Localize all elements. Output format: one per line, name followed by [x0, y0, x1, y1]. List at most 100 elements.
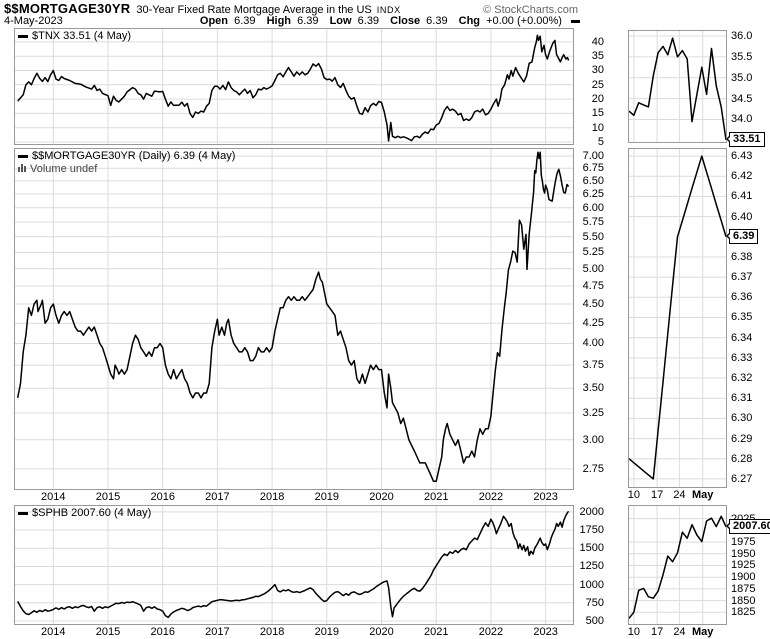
y-tick-label: 1250	[579, 560, 604, 573]
y-tick-label: 6.75	[582, 162, 604, 175]
chg-value: +0.00 (+0.00%)	[486, 15, 562, 27]
rmort-price-line	[629, 155, 726, 480]
y-tick-label: 1000	[579, 578, 604, 591]
y-tick-label: 6.32	[731, 372, 753, 385]
chart-date: 4-May-2023	[4, 15, 63, 27]
x-tick-label: 10	[627, 626, 640, 638]
y-tick-label: 4.75	[582, 279, 604, 292]
x-tick-label: 2018	[259, 491, 285, 503]
x-tick-label: 2021	[423, 491, 449, 503]
quote-row: 4-May-2023 Open 6.39 High 6.39 Low 6.39 …	[4, 15, 580, 27]
sphb-legend-text: $SPHB 2007.60 (4 May)	[32, 507, 152, 519]
rtnx-price-line	[629, 37, 726, 141]
price-callout: 6.39	[725, 228, 759, 244]
sphb-legend: $SPHB 2007.60 (4 May)	[18, 507, 151, 519]
low-label: Low	[329, 15, 352, 27]
y-tick-label: 6.30	[731, 412, 753, 425]
tnx-legend: $TNX 33.51 (4 May)	[18, 30, 131, 42]
mortgage-zoom-panel	[628, 148, 727, 488]
y-tick-label: 6.25	[582, 188, 604, 201]
exchange-label: INDX	[376, 5, 401, 15]
y-tick-label: 6.50	[582, 174, 604, 187]
y-tick-label: 5.25	[582, 246, 604, 259]
y-tick-label: 6.42	[731, 170, 753, 183]
mort-plot	[15, 149, 573, 489]
x-tick-label: 2020	[369, 626, 394, 638]
y-tick-label: 15	[591, 107, 604, 120]
volume-legend-text: Volume undef	[30, 163, 98, 175]
y-tick-label: 10	[591, 121, 604, 134]
tnx-legend-text: $TNX 33.51 (4 May)	[32, 30, 132, 42]
x-tick-label: 17	[651, 489, 664, 501]
x-tick-label: 2017	[205, 491, 230, 503]
chg-dash-icon	[571, 19, 580, 23]
high-label: High	[266, 15, 292, 27]
y-tick-label: 6.40	[731, 210, 753, 223]
rsphb-plot	[629, 506, 726, 624]
y-tick-label: 6.38	[731, 250, 753, 263]
x-tick-label: 2019	[314, 626, 340, 638]
volume-legend: Volume undef	[18, 163, 97, 175]
y-tick-label: 3.50	[582, 382, 604, 395]
x-tick-label: 2016	[150, 491, 175, 503]
x-tick-label: 2018	[259, 626, 285, 638]
y-tick-label: 2.75	[582, 462, 604, 475]
y-tick-label: 6.28	[731, 452, 753, 465]
x-tick-label: 2014	[41, 626, 66, 638]
legend-dash-icon	[18, 34, 28, 38]
y-tick-label: 6.34	[731, 331, 753, 344]
y-tick-label: 6.43	[731, 150, 753, 163]
y-tick-label: 30	[591, 64, 604, 77]
sphb-plot	[15, 506, 573, 624]
mort-price-line	[16, 151, 570, 483]
x-tick-label: 2015	[95, 491, 121, 503]
y-tick-label: 6.35	[731, 311, 753, 324]
y-tick-label: 1500	[579, 542, 604, 555]
mortgage-legend: $$MORTGAGE30YR (Daily) 6.39 (4 May)	[18, 150, 235, 162]
tnx-zoom-panel	[628, 30, 727, 143]
rmort-plot	[629, 149, 726, 487]
y-tick-label: 40	[591, 35, 604, 48]
mortgage-panel: $$MORTGAGE30YR (Daily) 6.39 (4 May) Volu…	[14, 148, 574, 490]
y-tick-label: 25	[591, 78, 604, 91]
y-tick-label: 6.41	[731, 190, 753, 203]
y-tick-label: 7.00	[582, 150, 604, 163]
y-tick-label: 35	[591, 50, 604, 63]
y-tick-label: 1950	[731, 547, 756, 560]
y-tick-label: 3.25	[582, 406, 604, 419]
x-tick-label: 2017	[205, 626, 230, 638]
tnx-plot	[15, 29, 573, 144]
y-tick-label: 6.33	[731, 351, 753, 364]
tnx-price-line	[17, 34, 570, 142]
y-tick-label: 1825	[731, 606, 756, 619]
y-tick-label: 6.36	[731, 291, 753, 304]
x-tick-label: May	[692, 626, 714, 638]
copyright: © StockCharts.com	[483, 4, 578, 16]
x-tick-label: 2014	[41, 491, 66, 503]
x-tick-label: 2021	[423, 626, 449, 638]
x-tick-label: 2022	[478, 626, 504, 638]
y-tick-label: 6.00	[582, 201, 604, 214]
close-label: Close	[390, 15, 421, 27]
y-tick-label: 1875	[731, 582, 756, 595]
price-callout: 33.51	[726, 131, 765, 147]
quote-values: Open 6.39 High 6.39 Low 6.39 Close 6.39 …	[192, 15, 580, 27]
y-tick-label: 4.00	[582, 337, 604, 350]
chart-title: 30-Year Fixed Rate Mortgage Average in t…	[136, 4, 372, 16]
x-tick-label: 24	[673, 489, 686, 501]
y-tick-label: 1925	[731, 559, 756, 572]
legend-dash-icon	[18, 511, 28, 515]
x-tick-label: 17	[651, 626, 664, 638]
y-tick-label: 34.0	[731, 113, 753, 126]
y-tick-label: 500	[585, 615, 604, 628]
y-tick-label: 5.75	[582, 215, 604, 228]
y-tick-label: 36.0	[731, 30, 753, 42]
x-tick-label: 2016	[150, 626, 175, 638]
high-value: 6.39	[297, 15, 319, 27]
sphb-zoom-panel	[628, 505, 727, 625]
y-tick-label: 4.50	[582, 298, 604, 311]
y-tick-label: 5	[597, 135, 604, 148]
y-tick-label: 1750	[579, 524, 604, 537]
x-tick-label: 10	[627, 489, 640, 501]
y-tick-label: 35.5	[731, 50, 753, 63]
